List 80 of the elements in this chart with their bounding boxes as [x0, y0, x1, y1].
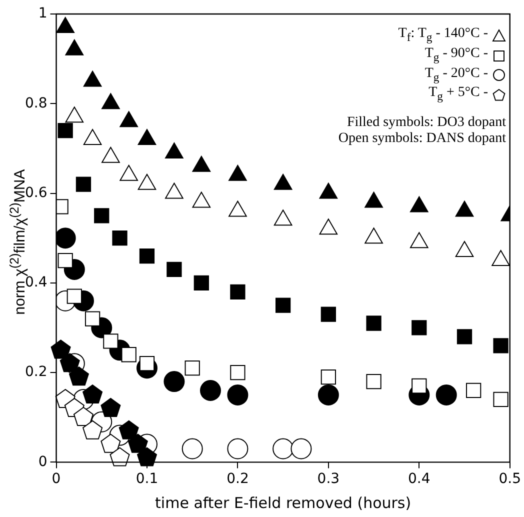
point: [194, 275, 209, 290]
point: [192, 156, 211, 172]
point: [275, 298, 291, 313]
x-axis-title: time after E-field removed (hours): [155, 494, 412, 512]
point: [200, 380, 221, 401]
y-tick-label: 0.6: [25, 184, 48, 201]
point: [492, 250, 510, 266]
point: [66, 288, 82, 304]
point: [366, 316, 382, 331]
point: [364, 192, 383, 208]
point: [110, 447, 130, 466]
point: [319, 218, 338, 235]
annotation: T$_{f}$: T$_{g}$ - 140°C -: [398, 26, 488, 46]
point: [138, 128, 156, 145]
y-tick-label: 0.8: [25, 95, 48, 112]
point: [274, 210, 292, 226]
point: [227, 384, 248, 406]
y-tick-label: 0.4: [25, 274, 48, 291]
point: [412, 320, 427, 336]
point: [68, 366, 89, 386]
annotation: T$_{g}$ - 20°C -: [424, 66, 488, 86]
point: [83, 70, 102, 87]
point: [128, 434, 148, 453]
point: [136, 447, 157, 466]
x-tick-label: 0.5: [498, 471, 521, 488]
y-tick-label: 0.2: [25, 364, 48, 380]
point: [455, 241, 474, 258]
annotation: T$_{g}$ + 5°C -: [428, 85, 488, 106]
point: [410, 196, 428, 212]
point: [120, 164, 138, 181]
point: [318, 384, 339, 406]
x-tick-label: 0.2: [226, 471, 249, 488]
point: [120, 111, 138, 128]
point: [165, 142, 184, 158]
point: [102, 93, 120, 110]
point: [455, 200, 474, 217]
point: [227, 438, 248, 460]
y-tick-label: 0: [38, 454, 48, 470]
annotation: Open symbols: DANS dopant: [338, 131, 506, 148]
point: [65, 39, 84, 56]
annotation: Filled symbols: DO3 dopant: [346, 115, 506, 132]
point: [102, 146, 120, 163]
x-tick-label: 0: [52, 471, 61, 488]
point: [228, 164, 247, 181]
point: [274, 174, 292, 190]
point: [121, 347, 136, 362]
point: [192, 192, 211, 208]
point: [319, 182, 338, 199]
point: [272, 438, 294, 460]
point: [164, 371, 185, 392]
point: [412, 378, 427, 394]
point: [456, 329, 472, 344]
point: [83, 128, 102, 145]
point: [230, 284, 246, 300]
point: [182, 438, 203, 460]
point: [65, 106, 84, 123]
x-tick-label: 0.4: [408, 471, 430, 488]
point: [82, 420, 103, 440]
point: [410, 232, 428, 248]
point: [364, 228, 383, 244]
point: [493, 338, 508, 354]
point: [228, 200, 247, 217]
point: [100, 434, 121, 453]
point: [165, 182, 184, 199]
point: [56, 16, 74, 33]
annotation: T$_{g}$ - 90°C -: [424, 46, 488, 66]
point: [138, 174, 156, 190]
x-tick-label: 0.3: [317, 471, 340, 488]
point: [82, 384, 103, 404]
x-tick-label: 0.1: [136, 471, 158, 488]
point: [100, 398, 121, 418]
point: [118, 420, 139, 440]
point: [73, 406, 94, 426]
y-tick-label: 1: [38, 6, 48, 22]
point: [60, 353, 80, 372]
point: [139, 248, 155, 264]
point: [166, 262, 182, 278]
point: [320, 306, 336, 322]
point: [290, 438, 312, 460]
point: [436, 384, 457, 406]
